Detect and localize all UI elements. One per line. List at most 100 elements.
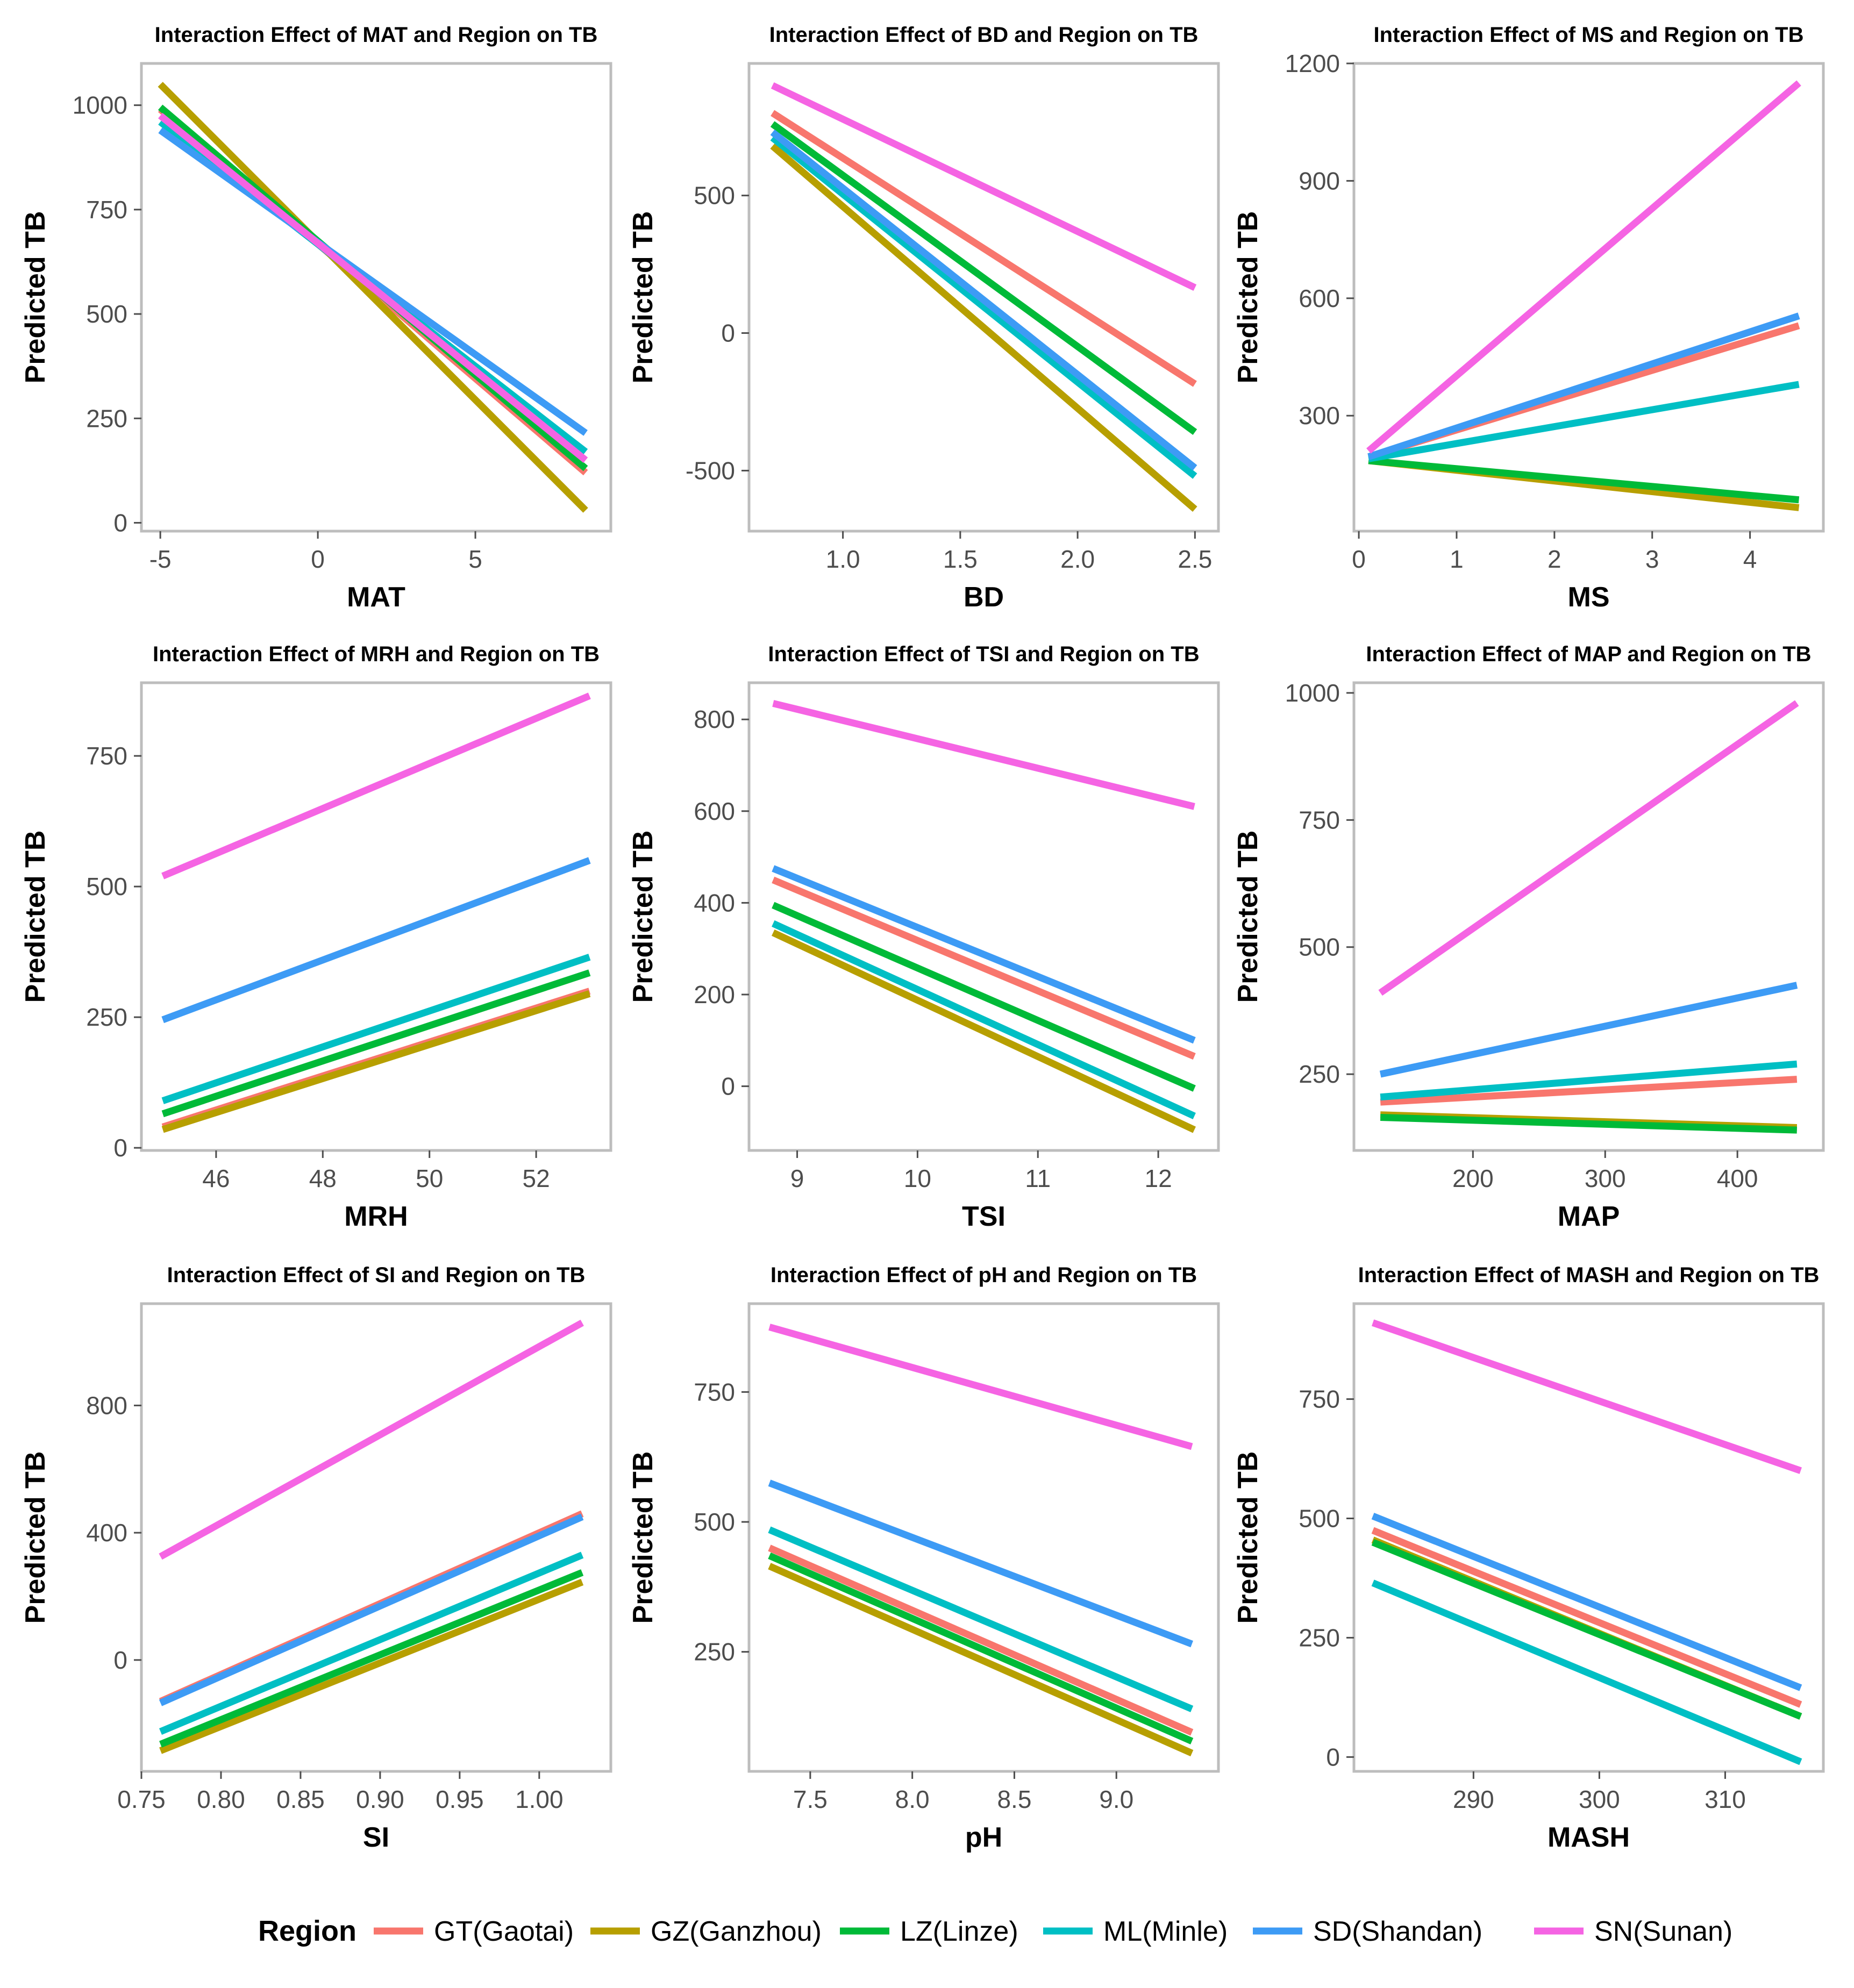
y-tick-label: 400 <box>86 1519 127 1547</box>
x-tick-label: 4 <box>1743 545 1757 573</box>
y-axis-title: Predicted TB <box>20 831 51 1003</box>
y-tick-label: 1000 <box>1285 679 1340 707</box>
series-line-gt <box>1380 1076 1798 1106</box>
y-tick-label: 750 <box>694 1378 735 1406</box>
y-axis-title: Predicted TB <box>20 211 51 384</box>
x-tick-label: 2 <box>1548 545 1561 573</box>
y-tick-label: 0 <box>113 1646 127 1674</box>
series-line-ml <box>770 135 1197 479</box>
y-tick-label: 250 <box>86 1003 127 1031</box>
x-tick-label: 0.95 <box>436 1785 484 1813</box>
legend-label: GT(Gaotai) <box>434 1916 574 1947</box>
y-axis-title: Predicted TB <box>627 211 659 384</box>
plot-frame <box>140 62 612 533</box>
y-tick-label: 300 <box>1299 402 1340 430</box>
series-line-gt <box>772 876 1196 1060</box>
plot-frame <box>747 1302 1220 1773</box>
chart-panel-mash: Interaction Effect of MASH and Region on… <box>1232 1263 1825 1853</box>
series-line-sd <box>770 129 1197 471</box>
x-tick-label: 290 <box>1453 1785 1494 1813</box>
y-tick-label: 250 <box>694 1638 735 1666</box>
x-tick-label: 300 <box>1585 1164 1626 1192</box>
y-tick-label: 750 <box>86 196 127 224</box>
series-line-lz <box>1380 1114 1798 1134</box>
x-tick-label: 9.0 <box>1099 1785 1133 1813</box>
chart-title: Interaction Effect of MS and Region on T… <box>1374 23 1804 47</box>
series-line-sn <box>161 692 591 879</box>
chart-title: Interaction Effect of TSI and Region on … <box>768 642 1199 666</box>
series-line-ml <box>159 1551 584 1735</box>
x-tick-label: 0.90 <box>356 1785 404 1813</box>
y-tick-label: 0 <box>1326 1743 1340 1771</box>
x-tick-label: 400 <box>1717 1164 1758 1192</box>
series-line-lz <box>768 1552 1194 1744</box>
x-tick-label: 12 <box>1144 1164 1172 1192</box>
series-line-gz <box>159 1578 584 1754</box>
y-tick-label: 400 <box>694 889 735 917</box>
series-line-ml <box>772 920 1196 1119</box>
chart-title: Interaction Effect of pH and Region on T… <box>771 1263 1197 1287</box>
series-line-gt <box>1371 1527 1802 1708</box>
series-line-sd <box>1371 1513 1802 1691</box>
x-axis-title: MASH <box>1548 1822 1630 1853</box>
series-line-sn <box>1378 700 1799 996</box>
y-tick-label: 750 <box>1299 806 1340 834</box>
x-tick-label: 200 <box>1452 1164 1494 1192</box>
y-tick-label: 500 <box>86 873 127 900</box>
y-tick-label: 0 <box>113 509 127 537</box>
x-axis-title: pH <box>965 1822 1002 1853</box>
series-line-lz <box>161 969 591 1118</box>
x-tick-label: -5 <box>149 545 172 573</box>
series-line-sn <box>159 1319 584 1560</box>
y-tick-label: 500 <box>1299 933 1340 961</box>
plot-frame <box>1352 1302 1825 1773</box>
x-tick-label: 1.00 <box>515 1785 564 1813</box>
y-tick-label: 1000 <box>73 91 127 119</box>
x-tick-label: 3 <box>1645 545 1659 573</box>
series-line-gz <box>161 990 591 1133</box>
series-line-sd <box>161 857 591 1024</box>
x-tick-label: 5 <box>468 545 482 573</box>
x-tick-label: 8.0 <box>895 1785 930 1813</box>
x-tick-label: 50 <box>416 1164 443 1192</box>
plot-frame <box>140 681 612 1152</box>
x-axis-title: MAP <box>1558 1201 1620 1232</box>
x-tick-label: 46 <box>202 1164 230 1192</box>
x-tick-label: 0 <box>311 545 325 573</box>
series-line-lz <box>772 902 1196 1092</box>
y-tick-label: 750 <box>1299 1385 1340 1413</box>
x-tick-label: 52 <box>523 1164 550 1192</box>
chart-title: Interaction Effect of BD and Region on T… <box>769 23 1199 47</box>
y-tick-label: 600 <box>694 797 735 825</box>
y-axis-title: Predicted TB <box>1232 1451 1264 1624</box>
y-tick-label: 250 <box>1299 1624 1340 1651</box>
series-line-gz <box>772 929 1196 1133</box>
chart-title: Interaction Effect of MRH and Region on … <box>153 642 600 666</box>
y-tick-label: 900 <box>1299 167 1340 195</box>
series-line-lz <box>1368 457 1800 504</box>
plot-frame <box>747 681 1220 1152</box>
x-tick-label: 2.0 <box>1060 545 1095 573</box>
x-axis-title: TSI <box>962 1201 1006 1232</box>
x-tick-label: 10 <box>904 1164 931 1192</box>
series-line-gz <box>768 1563 1194 1757</box>
x-tick-label: 7.5 <box>793 1785 828 1813</box>
series-line-sd <box>772 865 1196 1044</box>
chart-title: Interaction Effect of MAT and Region on … <box>155 23 598 47</box>
plot-frame <box>1352 681 1825 1152</box>
series-line-sd <box>159 1513 584 1706</box>
x-tick-label: 1 <box>1450 545 1464 573</box>
series-line-lz <box>1371 1539 1802 1720</box>
chart-panel-mrh: Interaction Effect of MRH and Region on … <box>20 642 612 1232</box>
x-tick-label: 48 <box>309 1164 337 1192</box>
x-tick-label: 9 <box>790 1164 804 1192</box>
y-axis-title: Predicted TB <box>20 1451 51 1624</box>
x-tick-label: 1.5 <box>943 545 978 573</box>
legend-label: SD(Shandan) <box>1313 1916 1482 1947</box>
x-tick-label: 0.85 <box>276 1785 325 1813</box>
x-axis-title: MAT <box>347 582 405 613</box>
series-line-ml <box>161 954 591 1104</box>
plot-frame <box>747 62 1220 533</box>
series-line-ml <box>1368 381 1800 462</box>
y-tick-label: 600 <box>1299 284 1340 312</box>
